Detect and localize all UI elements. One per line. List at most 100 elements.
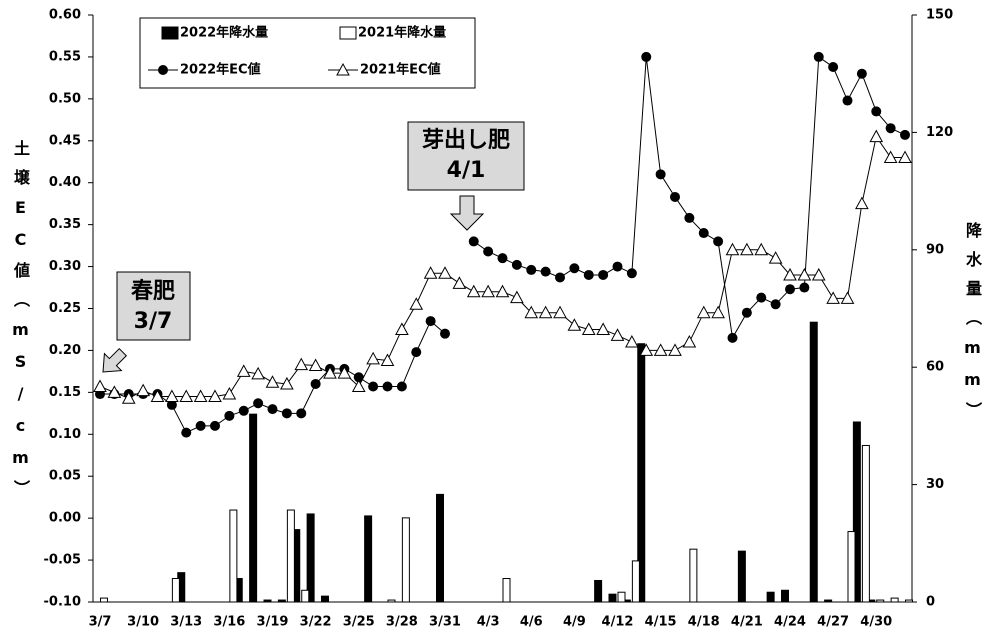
bar bbox=[301, 589, 310, 603]
point bbox=[281, 408, 292, 419]
point bbox=[898, 150, 912, 164]
point bbox=[337, 366, 352, 379]
y2-tick-label: 30 bbox=[926, 477, 944, 492]
bar bbox=[263, 599, 272, 603]
bar bbox=[631, 560, 640, 603]
legend-swatch bbox=[161, 26, 179, 40]
legend-label: 2022年EC値 bbox=[180, 62, 261, 78]
y-tick-label: 0.60 bbox=[49, 8, 81, 23]
point bbox=[468, 236, 479, 247]
bar bbox=[809, 321, 818, 603]
bar bbox=[436, 493, 444, 603]
point bbox=[826, 291, 840, 304]
x-tick-label: 3/10 bbox=[127, 615, 159, 630]
bar bbox=[876, 599, 885, 603]
point bbox=[280, 376, 294, 390]
point bbox=[799, 282, 810, 293]
bar bbox=[100, 597, 108, 603]
point bbox=[210, 420, 220, 431]
y-tick-label: 0.35 bbox=[49, 217, 81, 232]
point bbox=[452, 276, 467, 289]
bar bbox=[364, 515, 373, 603]
point bbox=[238, 405, 249, 416]
annotation-arrow bbox=[449, 195, 485, 231]
point bbox=[727, 332, 738, 343]
point bbox=[583, 269, 594, 280]
legend-label: 2022年降水量 bbox=[180, 25, 268, 41]
point bbox=[754, 242, 769, 256]
point bbox=[440, 328, 450, 339]
point bbox=[626, 268, 637, 279]
point bbox=[553, 305, 567, 319]
point bbox=[195, 420, 206, 431]
y-tick-label: 0.15 bbox=[49, 385, 81, 400]
point bbox=[741, 307, 752, 318]
annotation-text: 春肥 bbox=[131, 279, 175, 304]
point bbox=[842, 95, 853, 106]
point bbox=[610, 328, 625, 341]
bar bbox=[401, 517, 410, 603]
point bbox=[425, 316, 436, 327]
y-tick-label: -0.05 bbox=[44, 553, 81, 568]
bar bbox=[689, 548, 698, 603]
line bbox=[100, 56, 906, 434]
bar bbox=[171, 578, 180, 603]
point bbox=[698, 228, 709, 239]
point bbox=[481, 284, 495, 298]
point bbox=[540, 266, 551, 277]
point bbox=[567, 318, 582, 331]
point bbox=[569, 263, 580, 274]
point bbox=[713, 236, 724, 247]
point bbox=[222, 386, 237, 400]
bar bbox=[737, 550, 746, 603]
y-tick-label: 0.05 bbox=[49, 469, 81, 484]
bar bbox=[637, 343, 646, 603]
point bbox=[236, 364, 251, 377]
point bbox=[668, 343, 682, 356]
x-tick-label: 4/18 bbox=[688, 615, 720, 630]
point bbox=[655, 169, 666, 180]
y2-tick-label: 60 bbox=[926, 360, 944, 375]
x-tick-label: 4/27 bbox=[817, 615, 849, 630]
legend-marker bbox=[158, 65, 168, 75]
point bbox=[294, 357, 309, 371]
point bbox=[696, 305, 711, 319]
point bbox=[813, 51, 824, 62]
point bbox=[438, 266, 452, 279]
annotation-text: 3/7 bbox=[134, 309, 173, 334]
point bbox=[165, 389, 179, 403]
point bbox=[526, 264, 537, 275]
y-axis-label: 土壌EC値（mS/cm） bbox=[11, 140, 30, 509]
point bbox=[323, 366, 337, 379]
x-tick-label: 3/16 bbox=[213, 615, 245, 630]
y-tick-label: 0.45 bbox=[49, 133, 81, 148]
x-tick-label: 3/19 bbox=[257, 615, 289, 630]
y2-tick-label: 120 bbox=[926, 125, 953, 140]
annotation-spring: 春肥 3/7 bbox=[102, 271, 191, 373]
point bbox=[251, 366, 265, 380]
point bbox=[121, 391, 136, 404]
x-tick-label: 3/22 bbox=[300, 615, 332, 630]
bar bbox=[229, 509, 238, 603]
point bbox=[855, 196, 869, 210]
point bbox=[883, 150, 898, 164]
annotation-text: 4/1 bbox=[447, 158, 486, 183]
y2-axis-label: 降水量（mm） bbox=[963, 222, 982, 431]
point bbox=[179, 389, 194, 403]
y2-tick-label: 150 bbox=[926, 8, 953, 23]
x-tick-label: 4/3 bbox=[477, 615, 500, 630]
y-tick-label: -0.10 bbox=[44, 595, 81, 610]
legend-box bbox=[139, 17, 476, 89]
point bbox=[581, 322, 596, 335]
point bbox=[308, 358, 323, 372]
point bbox=[351, 379, 366, 392]
point bbox=[538, 305, 553, 319]
point bbox=[107, 385, 122, 398]
point bbox=[495, 284, 510, 298]
point bbox=[670, 191, 680, 202]
x-tick-label: 4/30 bbox=[860, 615, 892, 630]
point bbox=[253, 398, 264, 409]
x-tick-label: 4/6 bbox=[520, 615, 543, 630]
point bbox=[466, 284, 481, 298]
